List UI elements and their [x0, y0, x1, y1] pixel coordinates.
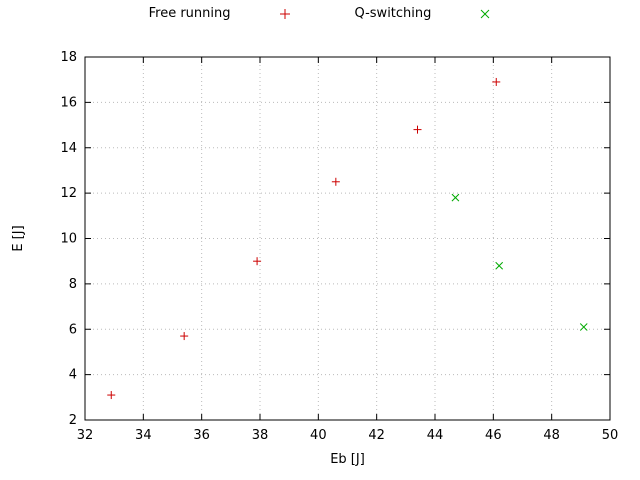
legend: Free running Q-switching	[0, 6, 640, 21]
x-tick-label: 36	[193, 428, 210, 443]
y-tick-label: 10	[60, 232, 77, 247]
data-point-cross	[451, 193, 460, 202]
data-point-cross	[495, 261, 504, 270]
data-point-cross	[579, 323, 588, 331]
y-tick-label: 18	[60, 50, 77, 65]
y-tick-label: 16	[60, 95, 77, 110]
plus-marker-icon	[279, 8, 291, 20]
plot-border	[84, 56, 611, 421]
y-tick-label: 8	[69, 277, 77, 292]
x-tick-label: 46	[485, 428, 502, 443]
y-tick-label: 14	[60, 141, 77, 156]
y-tick-label: 2	[69, 413, 77, 428]
y-tick-label: 6	[69, 322, 77, 337]
legend-item-free-running: Free running	[149, 6, 291, 21]
cross-marker-icon	[479, 8, 491, 20]
y-axis-label: E [J]	[11, 225, 26, 251]
x-tick-label: 34	[135, 428, 152, 443]
x-tick-label: 40	[310, 428, 327, 443]
x-tick-label: 48	[543, 428, 560, 443]
x-tick-label: 44	[427, 428, 444, 443]
y-tick-label: 4	[69, 368, 77, 383]
x-tick-label: 42	[368, 428, 385, 443]
x-tick-label: 38	[252, 428, 269, 443]
x-tick-label: 50	[602, 428, 619, 443]
legend-item-q-switching: Q-switching	[355, 6, 492, 21]
x-tick-label: 32	[77, 428, 94, 443]
legend-label-free-running: Free running	[148, 6, 231, 21]
y-tick-label: 12	[60, 186, 77, 201]
legend-label-q-switching: Q-switching	[354, 6, 432, 21]
x-axis-label: Eb [J]	[330, 452, 365, 467]
